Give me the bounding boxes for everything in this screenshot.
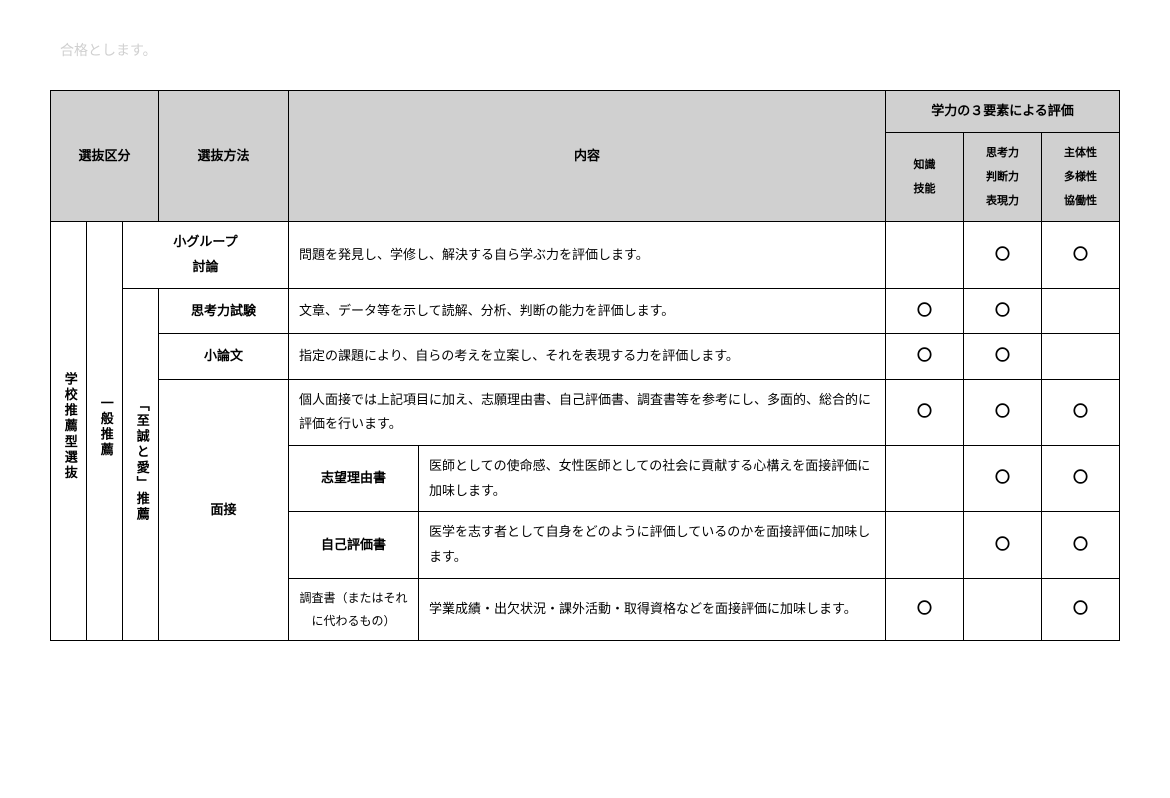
sub-item-cell: 志望理由書 [289, 446, 419, 512]
eval-cell: 〇 [964, 446, 1042, 512]
eval-cell: 〇 [1042, 578, 1120, 641]
table-row: 学校推薦型選抜 一般推薦 小グループ討論 問題を発見し、学修し、解決する自ら学ぶ… [51, 222, 1120, 288]
eval-cell: 〇 [886, 379, 964, 445]
method-cell: 小グループ討論 [123, 222, 289, 288]
eval-cell [886, 512, 964, 578]
eval-cell: 〇 [964, 288, 1042, 334]
method-cell: 面接 [159, 379, 289, 641]
eval-cell [964, 578, 1042, 641]
header-content: 内容 [289, 91, 886, 222]
header-eval2: 思考力判断力表現力 [964, 132, 1042, 222]
table-row: 「至誠と愛」推薦 思考力試験 文章、データ等を示して読解、分析、判断の能力を評価… [51, 288, 1120, 334]
header-selection-method: 選抜方法 [159, 91, 289, 222]
table-row: 小論文 指定の課題により、自らの考えを立案し、それを表現する力を評価します。 〇… [51, 334, 1120, 380]
sub-item-cell: 自己評価書 [289, 512, 419, 578]
eval-cell: 〇 [1042, 512, 1120, 578]
page-top-fragment: 合格とします。 [60, 40, 1120, 60]
content-cell: 医師としての使命感、女性医師としての社会に貢献する心構えを面接評価に加味します。 [419, 446, 886, 512]
table-row: 面接 個人面接では上記項目に加え、志願理由書、自己評価書、調査書等を参考にし、多… [51, 379, 1120, 445]
eval-cell [886, 222, 964, 288]
eval-cell [1042, 288, 1120, 334]
eval-cell: 〇 [886, 288, 964, 334]
method-cell: 小論文 [159, 334, 289, 380]
content-cell: 個人面接では上記項目に加え、志願理由書、自己評価書、調査書等を参考にし、多面的、… [289, 379, 886, 445]
category-col-1: 学校推薦型選抜 [51, 222, 87, 641]
eval-cell [886, 446, 964, 512]
content-cell: 医学を志す者として自身をどのように評価しているのかを面接評価に加味します。 [419, 512, 886, 578]
header-eval1: 知識技能 [886, 132, 964, 222]
eval-cell: 〇 [1042, 446, 1120, 512]
evaluation-table: 選抜区分 選抜方法 内容 学力の３要素による評価 知識技能 思考力判断力表現力 … [50, 90, 1120, 641]
header-selection-category: 選抜区分 [51, 91, 159, 222]
sub-item-cell: 調査書（またはそれに代わるもの） [289, 578, 419, 641]
content-cell: 文章、データ等を示して読解、分析、判断の能力を評価します。 [289, 288, 886, 334]
category-col-3: 「至誠と愛」推薦 [123, 288, 159, 641]
eval-cell: 〇 [964, 512, 1042, 578]
eval-cell: 〇 [964, 334, 1042, 380]
eval-cell: 〇 [964, 379, 1042, 445]
content-cell: 問題を発見し、学修し、解決する自ら学ぶ力を評価します。 [289, 222, 886, 288]
content-cell: 指定の課題により、自らの考えを立案し、それを表現する力を評価します。 [289, 334, 886, 380]
eval-cell: 〇 [886, 334, 964, 380]
header-eval-group: 学力の３要素による評価 [886, 91, 1120, 133]
content-cell: 学業成績・出欠状況・課外活動・取得資格などを面接評価に加味します。 [419, 578, 886, 641]
category-col-2: 一般推薦 [87, 222, 123, 641]
eval-cell: 〇 [1042, 222, 1120, 288]
header-eval3: 主体性多様性協働性 [1042, 132, 1120, 222]
eval-cell [1042, 334, 1120, 380]
method-cell: 思考力試験 [159, 288, 289, 334]
eval-cell: 〇 [886, 578, 964, 641]
eval-cell: 〇 [964, 222, 1042, 288]
eval-cell: 〇 [1042, 379, 1120, 445]
